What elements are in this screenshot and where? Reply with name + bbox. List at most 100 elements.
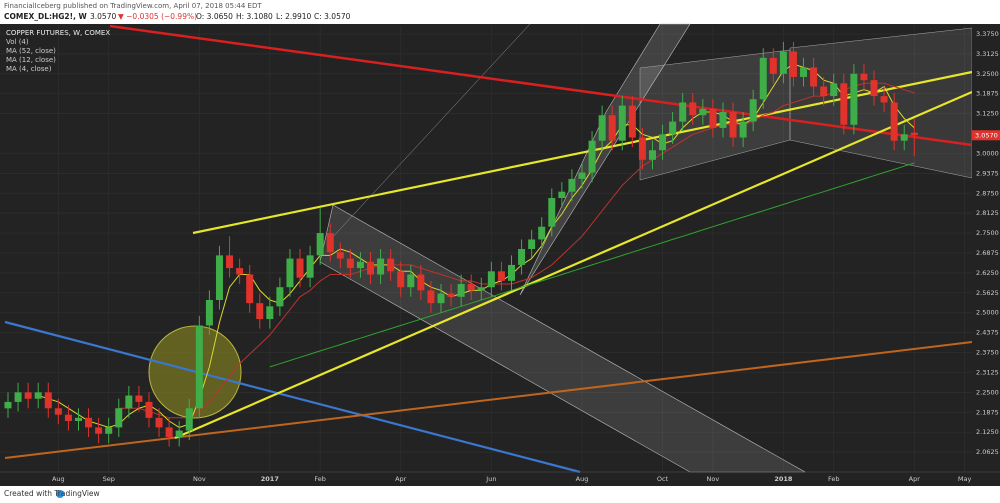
candle-body (256, 303, 264, 320)
moving-average (269, 162, 915, 368)
change: ▼ −0.0305 (−0.99%) (118, 12, 197, 21)
candle-body (44, 392, 52, 409)
marks (4, 41, 918, 447)
candle-body (155, 417, 163, 428)
candle-body (739, 121, 747, 138)
legend-entry: MA (12, close) (6, 56, 56, 64)
blue-trendline (4, 320, 581, 474)
candle-body (276, 287, 284, 307)
candle-body (699, 108, 707, 116)
close: C: 3.0570 (314, 12, 351, 21)
x-tick-label: Apr (395, 475, 407, 483)
candle-body (24, 392, 32, 399)
y-tick-label: 2.1875 (976, 408, 999, 416)
candle-body (578, 172, 586, 179)
x-tick-label: Feb (314, 475, 326, 483)
candle-body (679, 102, 687, 122)
x-tick-label: Aug (52, 475, 65, 483)
candle-body (709, 108, 717, 128)
up-channel (519, 23, 691, 296)
candle-body (759, 57, 767, 100)
candle-body (377, 258, 385, 275)
candle-body (900, 134, 908, 141)
ray (329, 23, 531, 241)
candle-body (618, 105, 626, 141)
candle-body (608, 115, 616, 141)
y-tick-label: 3.3125 (976, 50, 999, 58)
candle-body (497, 271, 505, 281)
candle-body (34, 392, 42, 399)
candle-body (306, 255, 314, 278)
candle-body (538, 226, 546, 240)
high: H: 3.1080 (236, 12, 273, 21)
candle-body (427, 290, 435, 304)
candle-body (54, 408, 62, 415)
candle-body (125, 395, 133, 409)
y-tick-label: 2.6875 (976, 249, 999, 257)
open: O: 3.0650 (196, 12, 233, 21)
y-tick-label: 2.6250 (976, 269, 999, 277)
candle-body (326, 233, 334, 253)
x-tick-label: 2017 (261, 475, 279, 483)
x-tick-label: Feb (828, 475, 840, 483)
logo (56, 490, 64, 498)
y-tick-label: 3.0000 (976, 149, 999, 157)
candle-body (4, 401, 12, 409)
drawings (4, 23, 973, 474)
symbol: COMEX_DL:HG2!, W (4, 12, 88, 21)
candle-body (729, 112, 737, 138)
footer-bar (0, 486, 1000, 503)
candle-body (779, 51, 787, 74)
x-tick-label: Nov (193, 475, 206, 483)
candle-body (226, 255, 234, 269)
x-tick-label: Jun (485, 475, 496, 483)
candle-body (769, 57, 777, 74)
candle-body (236, 268, 244, 275)
candle-body (397, 271, 405, 288)
candle-body (286, 258, 294, 288)
candle-body (518, 249, 526, 265)
candle-body (588, 140, 596, 173)
volume-label: Vol (4) (6, 38, 29, 46)
candle-body (508, 264, 515, 281)
candle-body (648, 150, 656, 160)
candle-body (205, 299, 213, 326)
legend: COPPER FUTURES, W, COMEX Vol (4) MA (52,… (6, 29, 110, 73)
candle-body (487, 271, 495, 288)
candle-body (467, 284, 475, 291)
legend-entry: MA (52, close) (6, 47, 56, 55)
candle-body (185, 408, 193, 431)
y-tick-label: 2.2500 (976, 388, 999, 396)
candle-body (346, 258, 354, 269)
candle-body (74, 417, 82, 422)
candle-body (840, 83, 848, 125)
candle-body (659, 134, 667, 151)
candle-body (548, 198, 556, 227)
candle-body (689, 102, 697, 116)
candle-body (850, 73, 858, 125)
candle-body (145, 401, 153, 418)
candle-body (749, 99, 757, 122)
last-price-box (972, 130, 1000, 141)
candle-body (477, 287, 485, 291)
candle-body (64, 414, 72, 422)
candle-body (336, 252, 344, 259)
candle-body (175, 430, 183, 437)
candle-body (215, 255, 223, 300)
legend-entry: MA (4, close) (6, 65, 52, 73)
moving-average (38, 63, 915, 428)
y-tick-label: 3.1875 (976, 90, 999, 98)
candle-body (880, 96, 888, 103)
y-tick-label: 3.3750 (976, 30, 999, 38)
candle-body (387, 258, 395, 272)
candle-body (195, 325, 203, 409)
candle-body (810, 67, 818, 87)
candle-body (266, 306, 274, 320)
y-tick-label: 2.5000 (976, 309, 999, 317)
candle-body (95, 427, 103, 434)
candle-body (165, 427, 173, 437)
candle-body (356, 261, 364, 269)
candle-body (890, 102, 898, 141)
candle-body (870, 80, 878, 97)
